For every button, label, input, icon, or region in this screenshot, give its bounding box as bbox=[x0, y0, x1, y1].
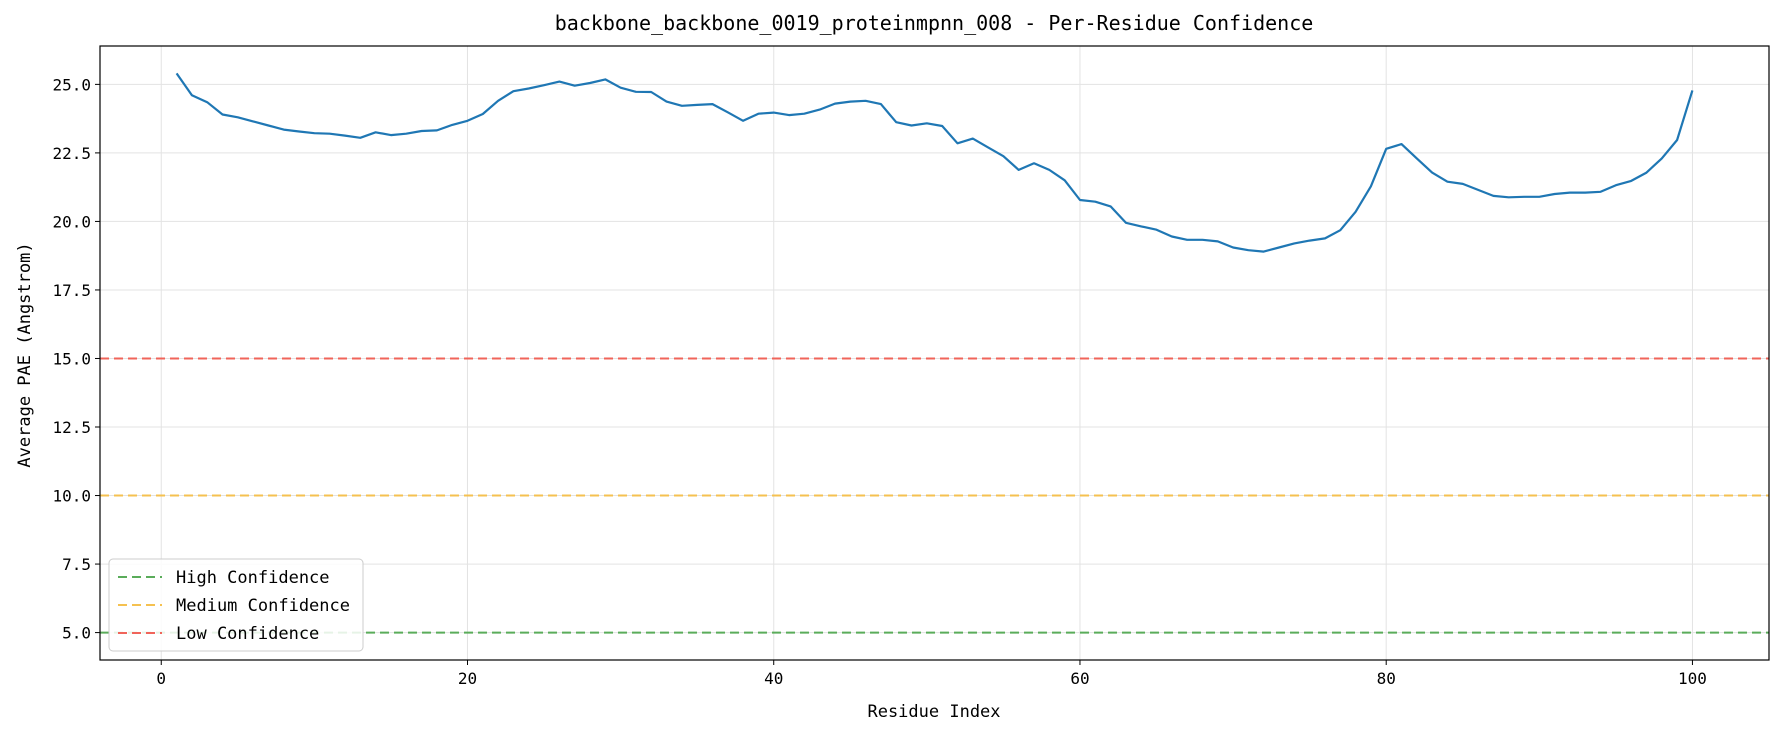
y-tick-label: 10.0 bbox=[52, 487, 91, 506]
y-tick-label: 7.5 bbox=[62, 555, 91, 574]
x-tick-label: 100 bbox=[1678, 669, 1707, 688]
plot-frame bbox=[99, 45, 1770, 661]
legend: High Confidence Medium Confidence Low Conf… bbox=[108, 558, 364, 652]
y-axis-ticks: 5.0 7.5 10.0 12.5 15.0 17.5 20.0 22.5 25.0 bbox=[52, 75, 100, 643]
y-axis-label: Average PAE (Angstrom) bbox=[15, 242, 35, 467]
legend-label: High Confidence bbox=[176, 568, 330, 588]
x-tick-label: 80 bbox=[1377, 669, 1396, 688]
x-tick-label: 0 bbox=[156, 669, 166, 688]
y-tick-label: 25.0 bbox=[52, 75, 91, 94]
x-axis-label: Residue Index bbox=[867, 702, 1000, 722]
legend-label: Medium Confidence bbox=[176, 596, 350, 616]
x-tick-label: 20 bbox=[458, 669, 477, 688]
series-line bbox=[175, 72, 1694, 253]
legend-label: Low Confidence bbox=[176, 624, 319, 644]
y-tick-label: 17.5 bbox=[52, 281, 91, 300]
x-tick-label: 40 bbox=[764, 669, 783, 688]
x-tick-label: 60 bbox=[1070, 669, 1089, 688]
data-series bbox=[175, 72, 1694, 253]
reference-lines bbox=[100, 357, 1769, 634]
y-tick-label: 20.0 bbox=[52, 212, 91, 231]
y-tick-label: 15.0 bbox=[52, 349, 91, 368]
x-axis-ticks: 0 20 40 60 80 100 bbox=[156, 660, 1707, 688]
y-tick-label: 22.5 bbox=[52, 144, 91, 163]
chart-title: backbone_backbone_0019_proteinmpnn_008 -… bbox=[555, 11, 1314, 35]
y-tick-label: 12.5 bbox=[52, 418, 91, 437]
legend-box bbox=[108, 558, 364, 652]
y-tick-label: 5.0 bbox=[62, 624, 91, 643]
